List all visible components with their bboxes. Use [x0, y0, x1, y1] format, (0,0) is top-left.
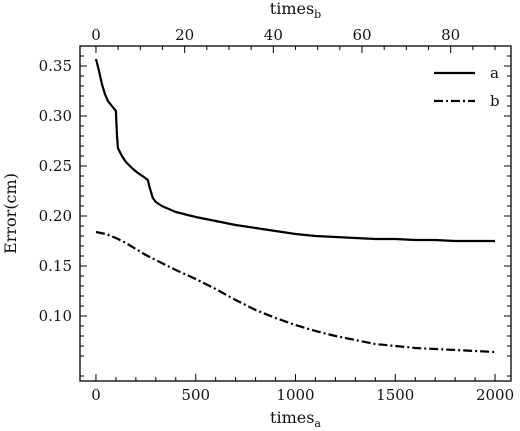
top-axis-title-subscript: b [314, 8, 321, 21]
series-layer [94, 58, 496, 354]
x-tick-label: 0 [91, 386, 101, 404]
y-tick-label: 0.15 [39, 257, 72, 275]
x-tick-label: 1000 [276, 386, 314, 404]
top-axis-title: timesb [270, 0, 321, 21]
series-line-b [95, 230, 496, 354]
y-tick-label: 0.25 [39, 157, 72, 175]
x-tick-label: 2000 [476, 386, 514, 404]
x-tick-label: 1500 [376, 386, 414, 404]
legend: a b [434, 64, 500, 110]
series-line-a [94, 58, 495, 243]
x-tick-label: 500 [181, 386, 210, 404]
x-axis-title-subscript: a [314, 417, 321, 430]
ticks-layer: 0 500 1000 1500 2000 0 20 40 60 80 0.10 0.15 0.20 0.2… [39, 26, 515, 404]
legend-label-a: a [490, 64, 499, 82]
y-tick-label: 0.20 [39, 207, 72, 225]
y-axis-title: Error(cm) [1, 173, 20, 254]
top-tick-label: 80 [441, 26, 460, 44]
top-tick-label: 40 [264, 26, 283, 44]
y-tick-label: 0.35 [39, 57, 72, 75]
top-tick-label: 60 [352, 26, 371, 44]
top-tick-label: 20 [175, 26, 194, 44]
top-tick-label: 0 [91, 26, 101, 44]
x-axis-title: timesa [270, 408, 321, 430]
y-tick-label: 0.10 [39, 307, 72, 325]
plot-area [79, 45, 512, 382]
y-tick-label: 0.30 [39, 107, 72, 125]
legend-label-b: b [490, 92, 500, 110]
